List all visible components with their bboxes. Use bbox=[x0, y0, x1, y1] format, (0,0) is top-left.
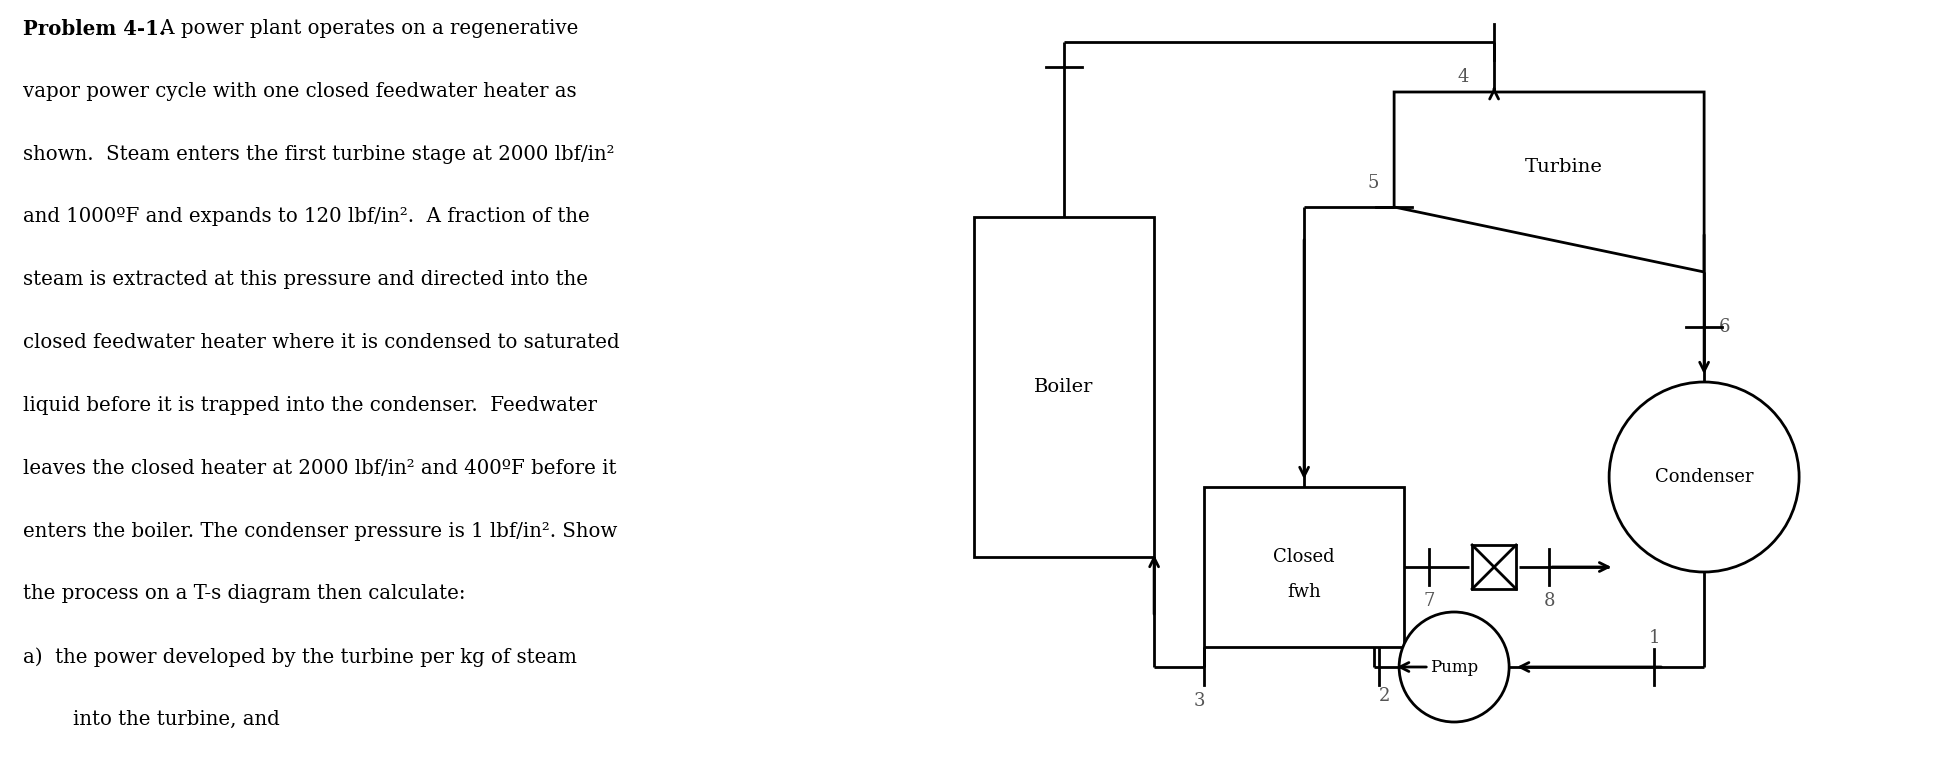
Text: a)  the power developed by the turbine per kg of steam: a) the power developed by the turbine pe… bbox=[23, 647, 577, 667]
Text: the process on a T-s diagram then calculate:: the process on a T-s diagram then calcul… bbox=[23, 584, 466, 603]
Bar bbox=[1204, 487, 1405, 647]
Text: 8: 8 bbox=[1543, 592, 1555, 610]
Text: Closed: Closed bbox=[1274, 548, 1334, 566]
Polygon shape bbox=[1395, 92, 1704, 272]
Text: 4: 4 bbox=[1457, 68, 1469, 86]
Text: 7: 7 bbox=[1424, 592, 1436, 610]
Text: steam is extracted at this pressure and directed into the: steam is extracted at this pressure and … bbox=[23, 270, 588, 289]
Text: Pump: Pump bbox=[1430, 659, 1479, 675]
Text: 1: 1 bbox=[1648, 629, 1660, 647]
Bar bbox=[974, 217, 1153, 557]
Text: 3: 3 bbox=[1194, 692, 1206, 710]
Text: Problem 4-1.: Problem 4-1. bbox=[23, 19, 166, 39]
Circle shape bbox=[1399, 612, 1510, 722]
Text: shown.  Steam enters the first turbine stage at 2000 lbf/in²: shown. Steam enters the first turbine st… bbox=[23, 145, 616, 164]
Text: Turbine: Turbine bbox=[1525, 158, 1603, 176]
Text: into the turbine, and: into the turbine, and bbox=[23, 710, 281, 729]
Bar bbox=[1473, 545, 1516, 589]
Text: enters the boiler. The condenser pressure is 1 lbf/in². Show: enters the boiler. The condenser pressur… bbox=[23, 522, 618, 540]
Text: closed feedwater heater where it is condensed to saturated: closed feedwater heater where it is cond… bbox=[23, 333, 619, 352]
Text: 5: 5 bbox=[1367, 174, 1379, 192]
Text: fwh: fwh bbox=[1288, 583, 1321, 601]
Text: Boiler: Boiler bbox=[1034, 378, 1095, 396]
Text: and 1000ºF and expands to 120 lbf/in².  A fraction of the: and 1000ºF and expands to 120 lbf/in². A… bbox=[23, 207, 590, 226]
Circle shape bbox=[1609, 382, 1800, 572]
Text: A power plant operates on a regenerative: A power plant operates on a regenerative bbox=[154, 19, 579, 38]
Text: 6: 6 bbox=[1720, 318, 1730, 336]
Text: Condenser: Condenser bbox=[1656, 468, 1753, 486]
Text: 2: 2 bbox=[1379, 687, 1389, 705]
Text: vapor power cycle with one closed feedwater heater as: vapor power cycle with one closed feedwa… bbox=[23, 82, 577, 101]
Text: liquid before it is trapped into the condenser.  Feedwater: liquid before it is trapped into the con… bbox=[23, 396, 598, 415]
Text: leaves the closed heater at 2000 lbf/in² and 400ºF before it: leaves the closed heater at 2000 lbf/in²… bbox=[23, 459, 618, 478]
